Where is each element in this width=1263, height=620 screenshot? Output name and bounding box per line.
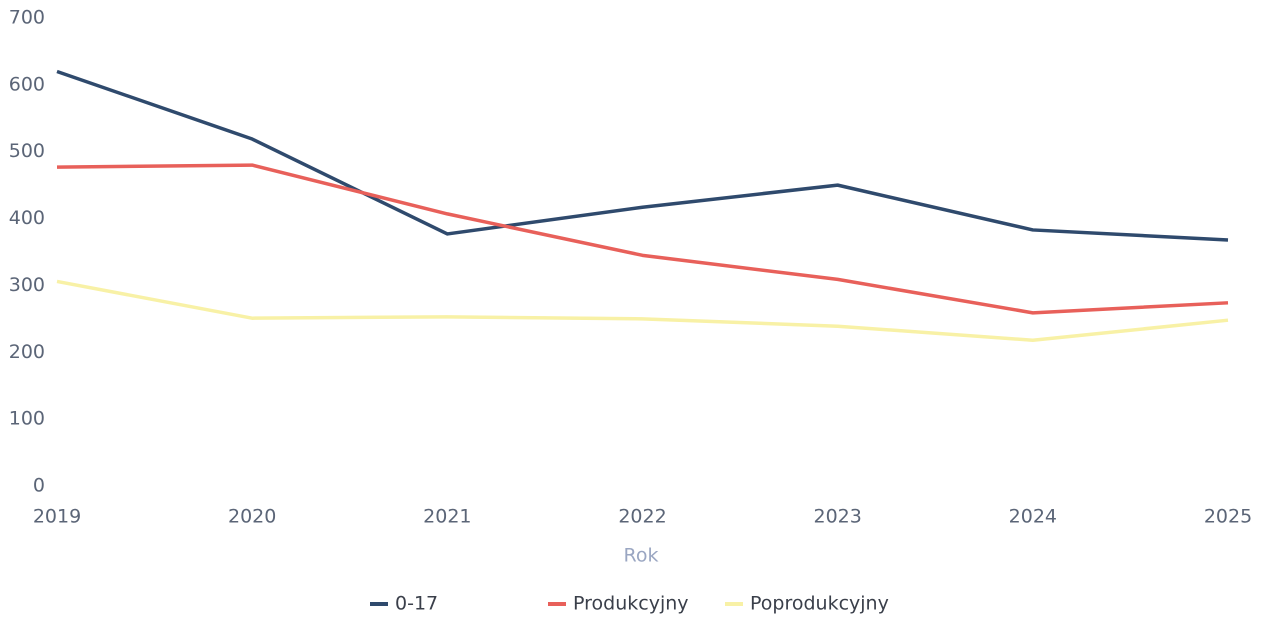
x-tick-label: 2019 xyxy=(33,506,81,528)
x-tick-label: 2025 xyxy=(1204,506,1252,528)
y-tick-label: 300 xyxy=(9,274,45,296)
y-tick-label: 100 xyxy=(9,408,45,430)
x-tick-label: 2022 xyxy=(618,506,666,528)
y-tick-label: 600 xyxy=(9,73,45,95)
series-line xyxy=(56,163,1229,315)
x-tick-label: 2024 xyxy=(1009,506,1057,528)
legend-text: Poprodukcyjny xyxy=(750,593,889,615)
legend-text: 0-17 xyxy=(395,593,438,615)
y-tick-label: 0 xyxy=(33,475,45,497)
series-line xyxy=(56,69,1229,242)
x-tick-label: 2023 xyxy=(813,506,861,528)
x-tick-label: 2021 xyxy=(423,506,471,528)
x-axis-title: Rok xyxy=(624,545,659,567)
y-tick-label: 500 xyxy=(9,140,45,162)
x-tick-label: 2020 xyxy=(228,506,276,528)
series-line xyxy=(56,279,1229,343)
y-tick-label: 200 xyxy=(9,341,45,363)
legend-text: Produkcyjny xyxy=(573,593,689,615)
y-tick-label: 700 xyxy=(9,7,45,29)
y-tick-label: 400 xyxy=(9,207,45,229)
